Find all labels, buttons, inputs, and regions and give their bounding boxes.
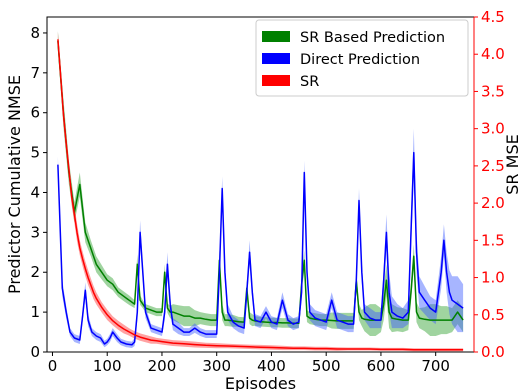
legend-swatch xyxy=(262,75,290,86)
legend-label: Direct Prediction xyxy=(300,52,420,68)
x-tick-label: 100 xyxy=(93,357,122,375)
y-left-tick-label: 3 xyxy=(30,223,40,241)
legend-label: SR Based Prediction xyxy=(300,30,445,46)
y-left-tick-label: 7 xyxy=(30,64,40,82)
series-lines xyxy=(57,39,464,351)
axes: 0 100 200 300 400 500 600 700 0 1 2 3 4 5 6 7 8 0.0 0.5 1.0… xyxy=(5,8,522,391)
legend-box xyxy=(255,19,469,97)
y-right-tick-label: 2.5 xyxy=(481,157,505,175)
y-right-tick-label: 0.0 xyxy=(481,343,505,361)
legend: SR Based Prediction Direct Prediction SR xyxy=(255,19,469,97)
legend-swatch xyxy=(262,53,290,64)
legend-swatch xyxy=(262,31,290,42)
x-tick-label: 300 xyxy=(202,357,231,375)
x-tick-label: 400 xyxy=(257,357,286,375)
y-left-axis-label: Predictor Cumulative NMSE xyxy=(5,75,24,294)
y-left-tick-label: 8 xyxy=(30,24,40,42)
x-tick-label: 500 xyxy=(312,357,341,375)
y-right-tick-label: 2.0 xyxy=(481,194,505,212)
x-tick-label: 600 xyxy=(367,357,396,375)
y-right-axis-label: SR MSE xyxy=(503,134,522,194)
legend-label: SR xyxy=(300,74,319,90)
y-left-tick-label: 5 xyxy=(30,144,40,162)
y-left-tick-label: 1 xyxy=(30,303,40,321)
series-band-1 xyxy=(57,128,464,348)
y-left-tick-label: 4 xyxy=(30,183,40,201)
y-left-tick-label: 0 xyxy=(30,343,40,361)
x-axis-label: Episodes xyxy=(225,374,296,391)
x-tick-label: 200 xyxy=(148,357,177,375)
y-left-tick-label: 2 xyxy=(30,263,40,281)
y-right-tick-label: 1.5 xyxy=(481,231,505,249)
y-right-tick-label: 4.0 xyxy=(481,45,505,63)
x-tick-label: 700 xyxy=(421,357,450,375)
y-right-tick-label: 3.5 xyxy=(481,82,505,100)
y-left-tick-label: 6 xyxy=(30,104,40,122)
y-right-tick-label: 0.5 xyxy=(481,306,505,324)
y-right-tick-label: 3.0 xyxy=(481,120,505,138)
y-right-tick-label: 1.0 xyxy=(481,269,505,287)
y-right-tick-label: 4.5 xyxy=(481,8,505,26)
series-line-2 xyxy=(57,39,464,351)
x-tick-label: 0 xyxy=(48,357,58,375)
series-line-1 xyxy=(57,151,464,346)
